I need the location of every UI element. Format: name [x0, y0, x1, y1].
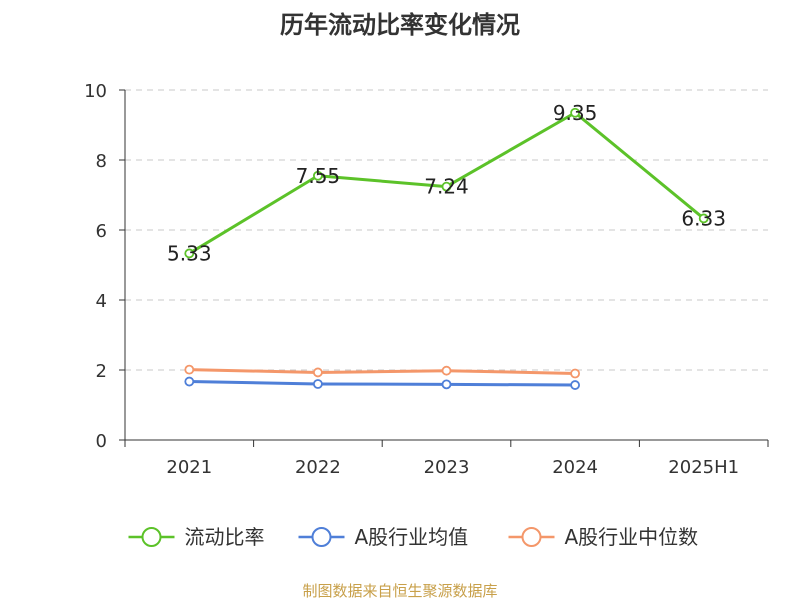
data-point — [441, 181, 452, 192]
x-tick-label: 2021 — [166, 457, 212, 478]
data-point — [570, 107, 580, 118]
y-tick-label: 10 — [84, 81, 107, 102]
data-point — [570, 368, 580, 379]
grid — [125, 89, 768, 371]
data-point — [184, 376, 195, 387]
legend-label: A股行业均值 — [355, 525, 469, 549]
data-label: 5.33 — [167, 241, 212, 265]
legend-marker — [141, 527, 162, 547]
data-point — [184, 248, 195, 259]
data-labels: 5.33 7.55 7.24 9.35 6.33 — [167, 101, 726, 266]
legend: 流动比率 A股行业均值 A股行业中位数 — [128, 525, 699, 549]
series-line — [189, 368, 576, 375]
y-tick-label: 2 — [96, 361, 107, 382]
legend-label: 流动比率 — [185, 525, 265, 549]
x-tick-label: 2025H1 — [668, 457, 739, 478]
data-point — [184, 364, 195, 375]
data-point — [698, 213, 709, 224]
x-tick-label: 2022 — [295, 457, 341, 478]
data-label: 9.35 — [553, 101, 598, 125]
legend-label: A股行业中位数 — [565, 525, 699, 549]
chart-title: 历年流动比率变化情况 — [280, 11, 520, 39]
data-point — [441, 379, 452, 390]
y-tick-label: 6 — [96, 221, 107, 242]
data-point — [312, 379, 323, 389]
data-point — [312, 170, 323, 181]
y-tick-label: 4 — [96, 291, 107, 312]
legend-marker — [311, 527, 332, 547]
data-label: 7.24 — [424, 175, 469, 199]
data-point — [441, 365, 452, 376]
legend-marker — [521, 527, 542, 547]
y-tick-label: 8 — [96, 151, 107, 172]
data-point — [570, 380, 580, 390]
data-label: 6.33 — [681, 206, 726, 230]
x-tick-label: 2024 — [552, 457, 598, 478]
series-line — [189, 380, 576, 387]
x-tick-label: 2023 — [424, 457, 470, 478]
data-point — [312, 367, 323, 378]
data-label: 7.55 — [296, 164, 341, 188]
source-note: 制图数据来自恒生聚源数据库 — [302, 582, 497, 600]
series-layer — [184, 107, 709, 390]
y-tick-label: 0 — [96, 431, 107, 452]
axes: 0 2 4 6 8 10 2021 2022 2023 2024 2025H1 — [84, 81, 769, 478]
